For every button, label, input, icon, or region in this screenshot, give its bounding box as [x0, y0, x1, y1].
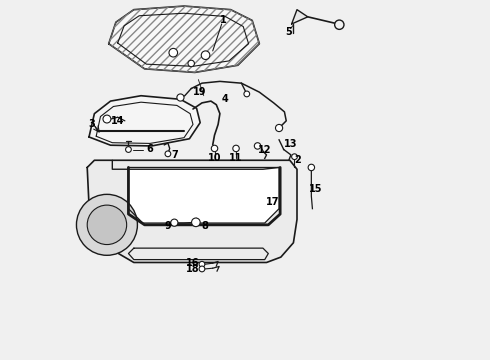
Circle shape: [335, 20, 344, 30]
Circle shape: [308, 164, 315, 171]
Circle shape: [165, 151, 171, 157]
Circle shape: [275, 125, 283, 132]
Circle shape: [125, 147, 131, 152]
Text: 7: 7: [172, 150, 178, 160]
Text: 10: 10: [208, 153, 221, 163]
Text: 16: 16: [186, 258, 200, 268]
Circle shape: [103, 115, 111, 123]
Text: 8: 8: [201, 221, 208, 231]
Text: 4: 4: [222, 94, 229, 104]
Circle shape: [177, 94, 184, 101]
Text: 13: 13: [284, 139, 297, 149]
Text: 12: 12: [258, 144, 271, 154]
Text: 11: 11: [229, 153, 243, 163]
Circle shape: [254, 143, 261, 149]
Circle shape: [169, 48, 177, 57]
Text: 15: 15: [309, 184, 323, 194]
Circle shape: [188, 60, 195, 67]
Circle shape: [199, 261, 205, 267]
Polygon shape: [128, 167, 279, 223]
Text: 1: 1: [220, 15, 227, 26]
Text: 3: 3: [88, 120, 95, 129]
Text: 18: 18: [186, 264, 200, 274]
Circle shape: [201, 51, 210, 59]
Circle shape: [76, 194, 137, 255]
Text: 19: 19: [194, 87, 207, 97]
Polygon shape: [89, 96, 200, 146]
Polygon shape: [292, 10, 308, 24]
Polygon shape: [109, 6, 259, 72]
Circle shape: [171, 219, 178, 226]
Text: 5: 5: [285, 27, 292, 37]
Text: 14: 14: [111, 116, 124, 126]
Circle shape: [292, 154, 297, 159]
Circle shape: [87, 205, 126, 244]
Polygon shape: [87, 160, 297, 262]
Circle shape: [244, 91, 250, 97]
Circle shape: [199, 266, 205, 272]
Circle shape: [233, 145, 239, 152]
Text: 9: 9: [165, 221, 172, 231]
Text: 6: 6: [146, 144, 152, 154]
Text: 2: 2: [294, 155, 301, 165]
Circle shape: [192, 218, 200, 226]
Circle shape: [211, 145, 218, 152]
Text: 17: 17: [266, 197, 280, 207]
